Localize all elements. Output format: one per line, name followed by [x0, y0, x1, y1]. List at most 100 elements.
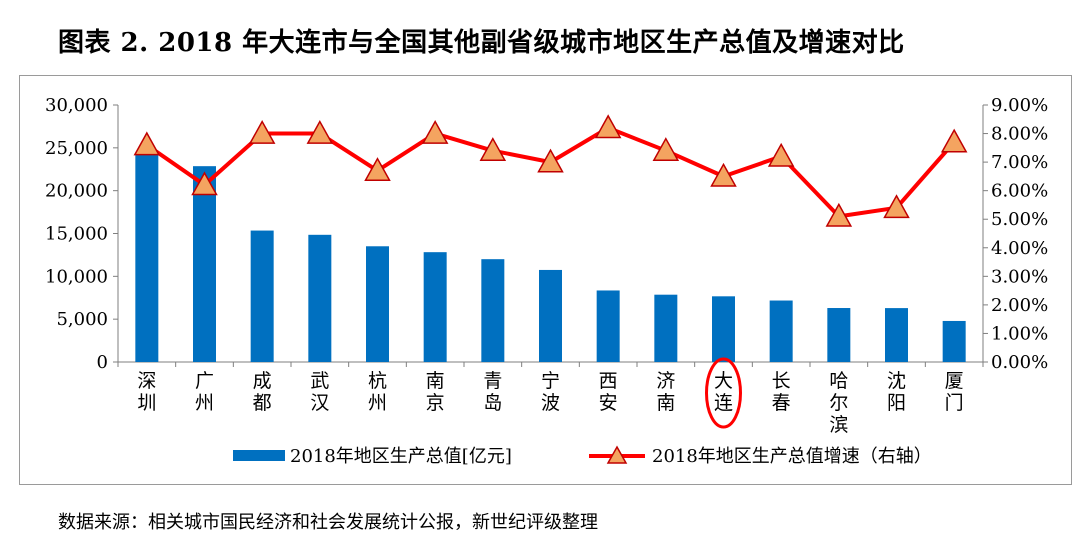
category-char: 大	[714, 370, 733, 392]
bar	[539, 269, 562, 362]
category-label: 厦门	[945, 370, 964, 414]
category-char: 南	[426, 370, 445, 392]
bar	[193, 166, 216, 362]
category-char: 京	[426, 392, 445, 414]
category-char: 连	[714, 392, 733, 414]
right-tick-label: 3.00%	[991, 266, 1048, 287]
triangle-marker	[825, 202, 853, 227]
right-tick-label: 0.00%	[991, 352, 1048, 373]
bar-series	[135, 154, 966, 362]
bar	[596, 290, 620, 362]
bar	[366, 246, 389, 362]
category-char: 广	[195, 370, 214, 392]
bar	[481, 259, 505, 362]
category-char: 尔	[829, 392, 848, 414]
triangle-marker	[652, 137, 680, 162]
triangle-marker	[421, 120, 449, 144]
category-char: 安	[599, 392, 618, 414]
right-tick-label: 7.00%	[991, 152, 1048, 173]
triangle-marker	[191, 171, 218, 196]
category-label: 深圳	[137, 370, 156, 414]
bar	[885, 308, 908, 362]
category-label: 沈阳	[887, 370, 906, 414]
left-tick-label: 15,000	[45, 224, 108, 245]
category-char: 岛	[483, 392, 502, 414]
category-char: 南	[656, 392, 675, 414]
legend: 2018年地区生产总值[亿元] 2018年地区生产总值增速（右轴）	[233, 445, 932, 467]
category-char: 杭	[368, 370, 387, 392]
category-label: 济南	[656, 370, 675, 414]
right-tick-label: 2.00%	[991, 295, 1048, 316]
legend-triangle-marker	[606, 445, 628, 464]
category-char: 州	[368, 392, 387, 414]
triangle-marker	[883, 194, 910, 219]
source-note: 数据来源：相关城市国民经济和社会发展统计公报，新世纪评级整理	[58, 512, 598, 533]
category-char: 都	[253, 392, 272, 414]
category-label: 成都	[253, 370, 272, 414]
category-label: 西安	[599, 370, 618, 414]
category-char: 西	[599, 370, 618, 392]
category-char: 宁	[541, 370, 560, 392]
category-char: 武	[310, 370, 329, 392]
category-char: 阳	[887, 392, 906, 414]
category-char: 长	[772, 370, 791, 392]
category-char: 哈	[829, 370, 848, 392]
bar	[942, 320, 966, 362]
category-char: 门	[945, 392, 964, 414]
triangle-marker	[133, 131, 161, 156]
category-char: 州	[195, 392, 214, 414]
triangle-marker	[364, 157, 391, 182]
category-char: 滨	[829, 414, 848, 436]
category-label: 宁波	[541, 370, 560, 414]
triangle-marker	[940, 128, 968, 153]
bar	[135, 154, 159, 362]
category-label: 青岛	[483, 370, 502, 414]
right-tick-label: 1.00%	[991, 323, 1048, 344]
triangle-marker	[767, 142, 795, 167]
bar	[769, 300, 793, 362]
bar	[712, 296, 735, 362]
category-char: 波	[541, 392, 560, 414]
triangle-marker	[594, 114, 622, 139]
right-tick-label: 9.00%	[991, 95, 1048, 116]
category-char: 青	[483, 370, 502, 392]
bar	[827, 308, 851, 362]
chart-title: 图表 2. 2018 年大连市与全国其他副省级城市地区生产总值及增速对比	[58, 28, 905, 58]
bar	[308, 234, 332, 362]
category-char: 汉	[310, 392, 329, 414]
category-label: 南京	[426, 370, 445, 414]
bar	[250, 230, 274, 362]
category-label: 长春	[772, 370, 791, 414]
category-label: 哈尔滨	[829, 370, 848, 436]
category-char: 沈	[887, 370, 906, 392]
left-tick-label: 30,000	[45, 95, 108, 116]
legend-bar-swatch	[233, 450, 285, 461]
left-tick-label: 25,000	[45, 138, 108, 159]
category-label: 大连	[705, 357, 742, 429]
left-tick-label: 5,000	[56, 309, 108, 330]
left-tick-label: 0	[97, 352, 108, 373]
triangle-marker	[306, 120, 334, 144]
right-tick-label: 8.00%	[991, 124, 1048, 145]
category-char: 厦	[945, 370, 964, 392]
right-tick-label: 5.00%	[991, 209, 1048, 230]
legend-line-label: 2018年地区生产总值增速（右轴）	[652, 446, 932, 467]
legend-bar-label: 2018年地区生产总值[亿元]	[290, 446, 512, 467]
triangle-marker	[537, 148, 564, 173]
category-char: 圳	[137, 392, 156, 414]
line-series	[133, 114, 968, 227]
category-label: 武汉	[310, 370, 329, 414]
combo-chart: 0 5,000 10,000 15,000 20,000 25,000 30,000 0.00…	[45, 95, 1048, 467]
left-tick-label: 20,000	[45, 181, 108, 202]
category-char: 春	[772, 392, 791, 414]
right-tick-label: 6.00%	[991, 181, 1048, 202]
category-label: 广州	[195, 370, 214, 414]
triangle-marker	[248, 120, 276, 144]
category-char: 深	[137, 370, 156, 392]
left-tick-label: 10,000	[45, 266, 108, 287]
triangle-marker	[710, 162, 737, 187]
category-char: 济	[656, 370, 675, 392]
bar	[654, 294, 678, 362]
category-label: 杭州	[368, 370, 387, 414]
